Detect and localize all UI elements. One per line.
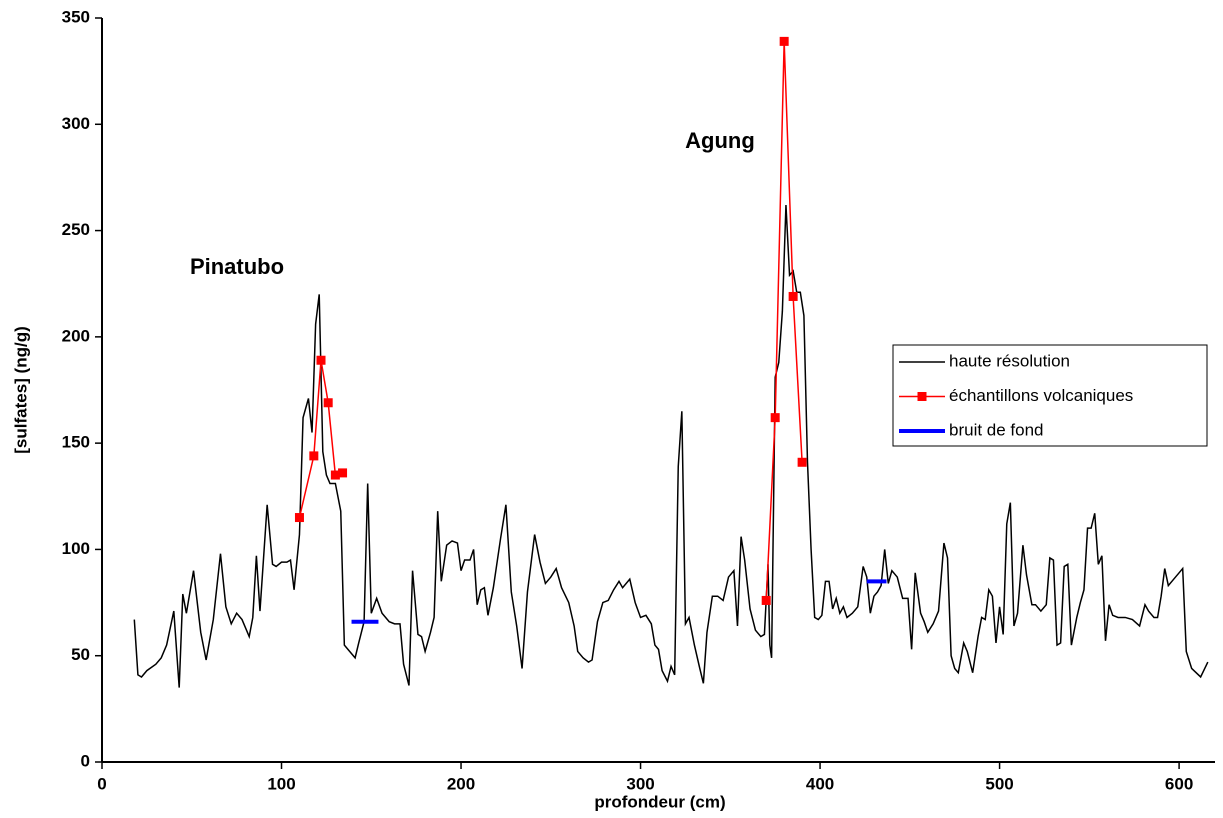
y-tick-label: 50 <box>71 645 90 664</box>
y-tick-label: 200 <box>62 326 90 345</box>
x-tick-label: 100 <box>267 774 295 793</box>
y-tick-label: 150 <box>62 433 90 452</box>
marker <box>294 513 304 523</box>
annotation: Pinatubo <box>190 254 284 279</box>
x-tick-label: 600 <box>1165 774 1193 793</box>
x-tick-label: 500 <box>985 774 1013 793</box>
y-tick-label: 100 <box>62 539 90 558</box>
series-line <box>133 205 1209 688</box>
legend-label: bruit de fond <box>949 420 1044 439</box>
marker <box>779 36 789 46</box>
legend-box <box>892 344 1208 447</box>
marker <box>309 451 319 461</box>
x-tick-label: 400 <box>806 774 834 793</box>
y-tick-label: 350 <box>62 7 90 26</box>
x-axis-label: profondeur (cm) <box>594 792 725 811</box>
series-line <box>298 41 803 601</box>
x-tick-label: 300 <box>626 774 654 793</box>
y-tick-label: 0 <box>81 751 90 770</box>
x-tick-label: 200 <box>447 774 475 793</box>
series-line <box>351 579 887 624</box>
x-tick-label: 0 <box>97 774 106 793</box>
legend-marker <box>917 392 927 401</box>
y-axis-label: [sulfates] (ng/g) <box>11 326 30 454</box>
legend-label: échantillons volcaniques <box>949 386 1133 405</box>
legend-label: haute résolution <box>949 351 1070 370</box>
marker <box>761 595 771 605</box>
marker <box>788 291 798 301</box>
marker <box>330 470 340 480</box>
marker <box>770 413 780 423</box>
marker <box>338 468 348 478</box>
marker <box>323 398 333 408</box>
marker <box>316 355 326 365</box>
y-tick-label: 300 <box>62 114 90 133</box>
y-tick-label: 250 <box>62 220 90 239</box>
annotation: Agung <box>685 128 755 153</box>
marker <box>797 457 807 467</box>
